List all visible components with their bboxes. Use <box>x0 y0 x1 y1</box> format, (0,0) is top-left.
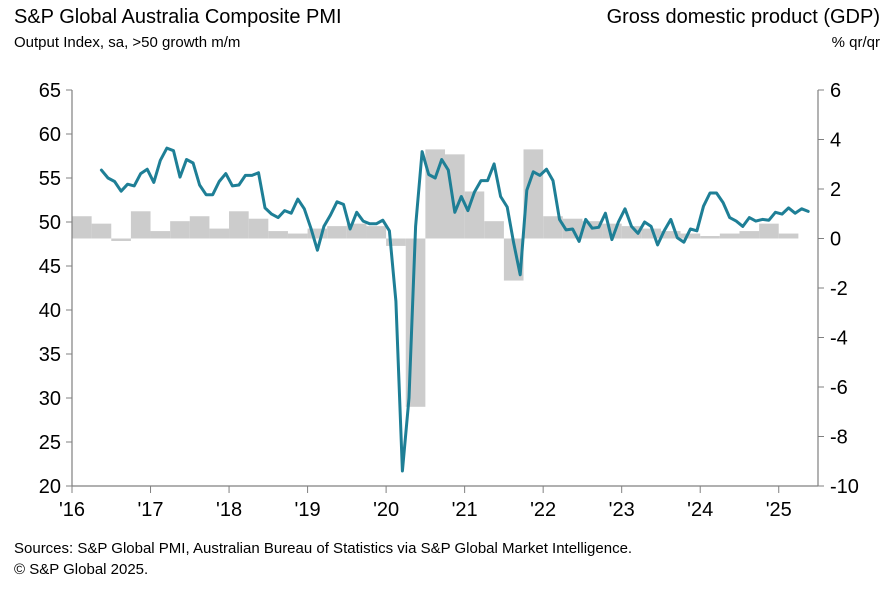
left-tick-label: 40 <box>39 300 61 322</box>
gdp-bar <box>209 228 230 239</box>
gdp-bar <box>287 233 308 239</box>
right-tick-label: -6 <box>830 377 848 399</box>
left-tick-label: 25 <box>39 432 61 454</box>
gdp-bar <box>307 228 328 239</box>
right-axis-unit: % qr/qr <box>831 34 880 51</box>
x-tick-label: '24 <box>687 499 713 521</box>
x-tick-label: '16 <box>59 499 85 521</box>
left-tick-label: 65 <box>39 80 61 102</box>
right-tick-label: 6 <box>830 80 841 102</box>
x-tick-label: '17 <box>137 499 163 521</box>
gdp-bar <box>72 216 92 239</box>
left-tick-label: 50 <box>39 212 61 234</box>
x-tick-label: '21 <box>452 499 478 521</box>
gdp-bar <box>327 226 347 239</box>
gdp-bar <box>543 216 563 239</box>
gdp-bar <box>130 211 151 239</box>
gdp-bar <box>189 216 210 239</box>
right-chart-title: Gross domestic product (GDP) <box>606 6 880 28</box>
right-tick-label: -10 <box>830 476 859 498</box>
gdp-bars <box>72 149 799 407</box>
right-tick-label: -4 <box>830 328 848 350</box>
left-tick-label: 60 <box>39 124 61 146</box>
gdp-bar <box>386 238 406 246</box>
right-tick-label: 4 <box>830 130 841 152</box>
left-tick-label: 45 <box>39 256 61 278</box>
x-tick-label: '25 <box>766 499 792 521</box>
gdp-bar <box>268 231 288 239</box>
gdp-bar <box>759 223 779 239</box>
gdp-bar <box>91 223 112 239</box>
right-tick-label: 0 <box>830 229 841 251</box>
gdp-bar <box>641 228 661 239</box>
gdp-bar <box>680 233 701 239</box>
gdp-bar <box>150 231 171 239</box>
gdp-bar <box>366 226 387 239</box>
left-chart-title: S&P Global Australia Composite PMI <box>14 6 342 28</box>
chart-axes: 656055504540353025206420-2-4-6-8-10'16'1… <box>39 80 859 521</box>
left-tick-label: 35 <box>39 344 61 366</box>
left-tick-label: 30 <box>39 388 61 410</box>
gdp-bar <box>111 238 131 241</box>
gdp-bar <box>700 236 720 239</box>
x-tick-label: '18 <box>216 499 242 521</box>
gdp-bar <box>464 191 485 239</box>
gdp-bar <box>170 221 190 239</box>
sources-note: Sources: S&P Global PMI, Australian Bure… <box>14 540 633 557</box>
right-tick-label: -8 <box>830 427 848 449</box>
gdp-bar <box>229 211 249 239</box>
gdp-bar <box>719 233 740 239</box>
gdp-bar <box>248 218 269 239</box>
copyright-note: © S&P Global 2025. <box>14 561 149 578</box>
gdp-bar <box>621 226 642 239</box>
gdp-bar <box>739 231 760 239</box>
gdp-bar <box>660 231 681 239</box>
pmi-series-line <box>99 146 810 473</box>
gdp-bar <box>523 149 544 239</box>
right-tick-label: -2 <box>830 278 848 300</box>
x-tick-label: '20 <box>373 499 399 521</box>
gdp-bar <box>484 221 504 239</box>
gdp-bar <box>778 233 799 239</box>
right-tick-label: 2 <box>830 179 841 201</box>
x-tick-label: '19 <box>295 499 321 521</box>
gdp-bar <box>425 149 445 239</box>
pmi-line <box>99 146 810 473</box>
left-axis-subtitle: Output Index, sa, >50 growth m/m <box>14 34 241 51</box>
left-tick-label: 55 <box>39 168 61 190</box>
x-tick-label: '22 <box>530 499 556 521</box>
gdp-bar <box>582 221 603 239</box>
x-tick-label: '23 <box>609 499 635 521</box>
left-tick-label: 20 <box>39 476 61 498</box>
